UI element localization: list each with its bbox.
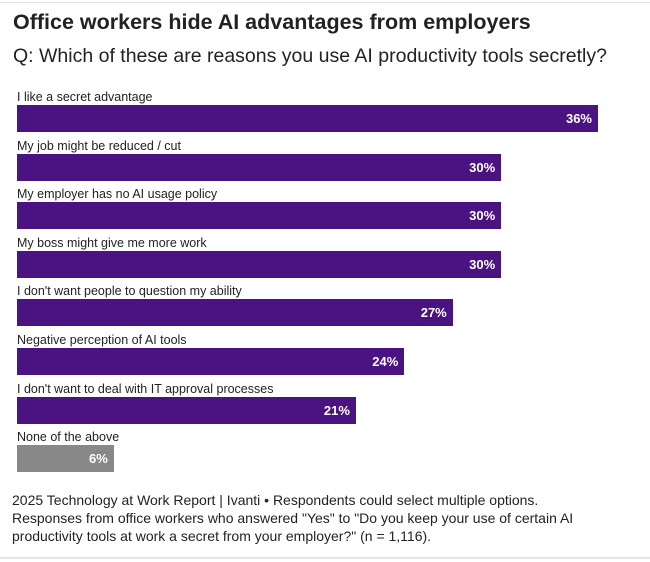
- top-divider: [0, 2, 650, 3]
- bar-label: My job might be reduced / cut: [17, 138, 181, 153]
- chart-footer: 2025 Technology at Work Report | Ivanti …: [12, 491, 642, 545]
- bar: 30%: [17, 250, 502, 278]
- bottom-divider: [0, 557, 650, 559]
- bar: 27%: [17, 299, 453, 327]
- bar: 24%: [17, 348, 405, 375]
- bar-label: I like a secret advantage: [17, 90, 153, 104]
- bar: 30%: [17, 153, 502, 181]
- bar: 21%: [17, 396, 356, 424]
- bar-label: I don't want to deal with IT approval pr…: [17, 381, 274, 396]
- bar-value-label: 36%: [565, 111, 592, 126]
- bar-value-label: 21%: [323, 402, 350, 418]
- bar-label: Negative perception of AI tools: [17, 333, 187, 347]
- bar-value-label: 6%: [89, 451, 108, 467]
- bar-label: I don't want people to question my abili…: [17, 284, 242, 299]
- bar: 36%: [17, 105, 598, 132]
- bar-value-label: 27%: [420, 305, 447, 321]
- bar-value-label: 30%: [469, 256, 496, 272]
- bar-label: My boss might give me more work: [17, 235, 207, 250]
- bar-value-label: 30%: [469, 159, 496, 175]
- bar-label: None of the above: [17, 430, 120, 445]
- chart-subtitle: Q: Which of these are reasons you use AI…: [13, 45, 607, 67]
- bar-value-label: 30%: [469, 208, 496, 224]
- bar-value-label: 24%: [372, 354, 399, 369]
- bar: 30%: [17, 202, 502, 230]
- footer-source: 2025 Technology at Work Report | Ivanti …: [12, 492, 539, 508]
- footer-note: Responses from office workers who answer…: [12, 510, 574, 544]
- bar: 6%: [17, 445, 114, 473]
- chart-title: Office workers hide AI advantages from e…: [13, 10, 531, 34]
- bar-label: My employer has no AI usage policy: [17, 187, 218, 202]
